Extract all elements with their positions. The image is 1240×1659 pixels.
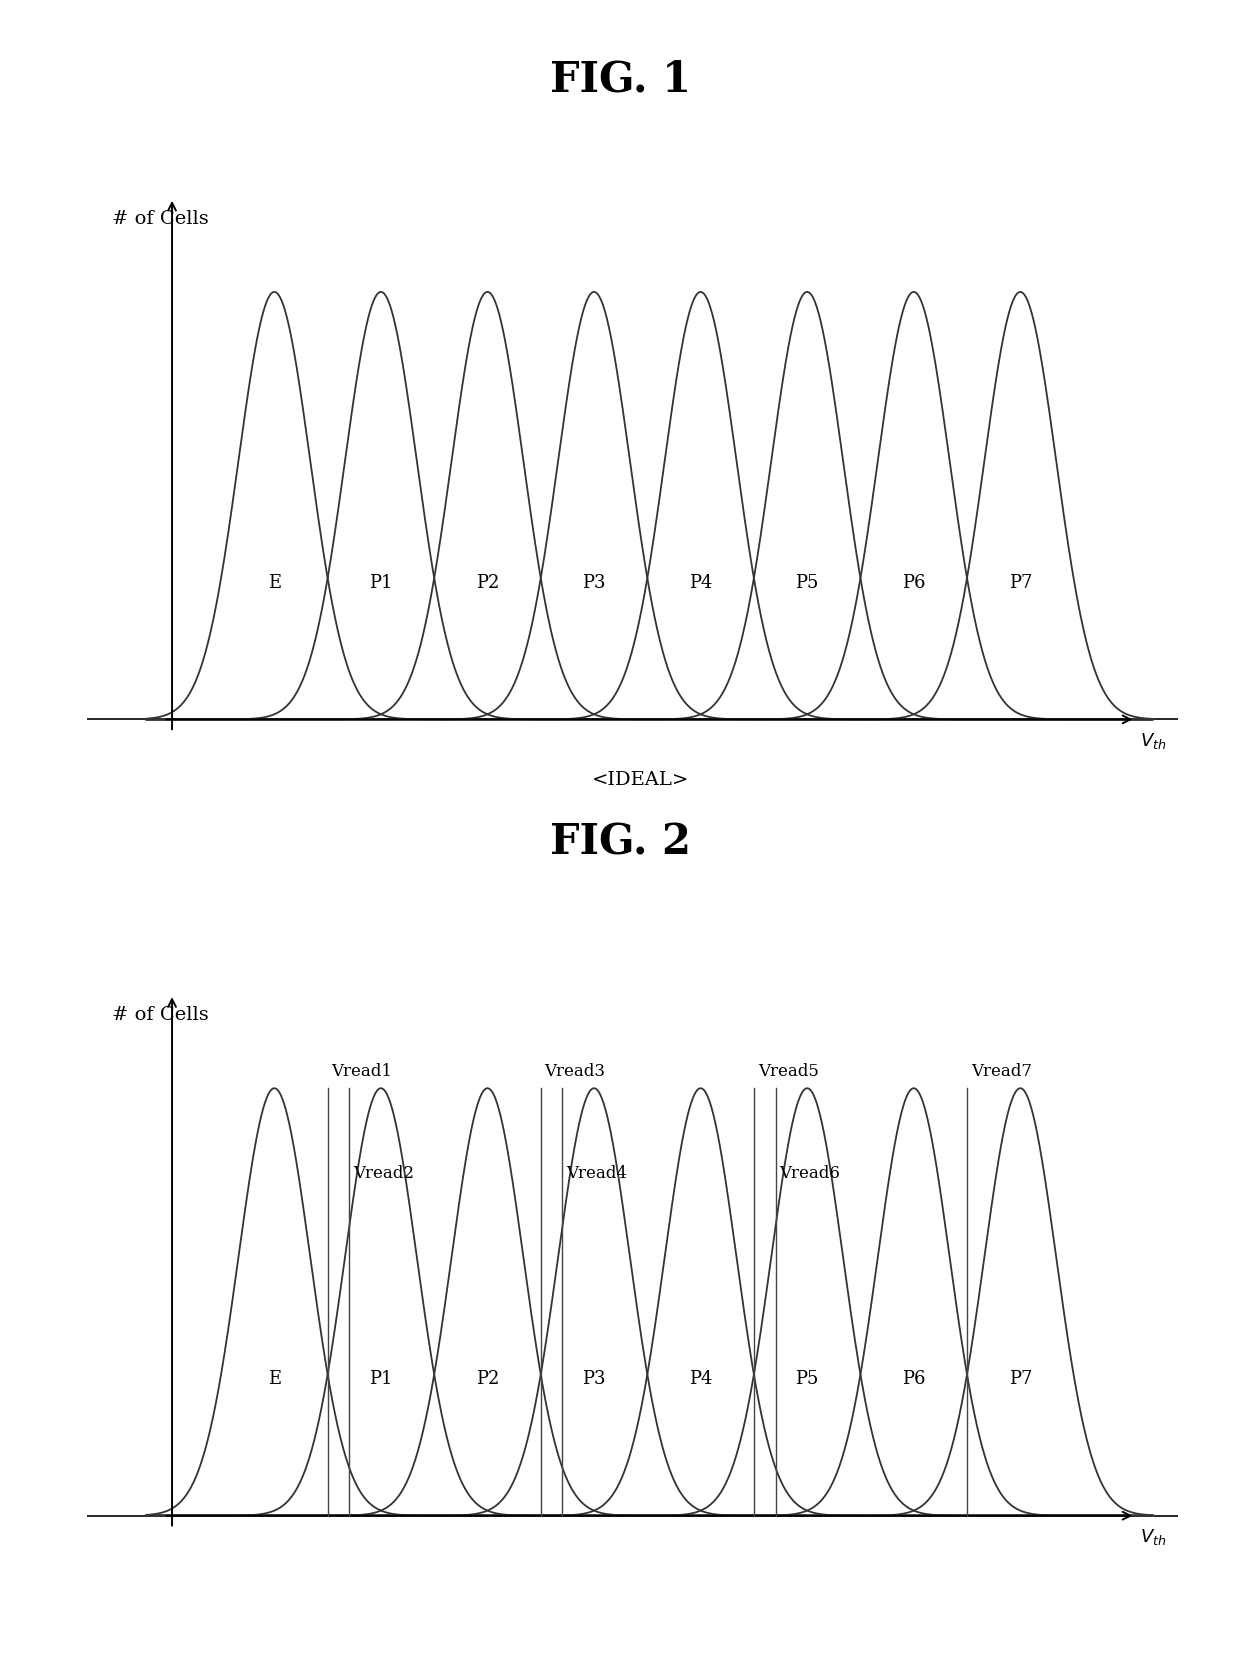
- Text: Vread1: Vread1: [331, 1063, 393, 1080]
- Text: Vread2: Vread2: [353, 1165, 414, 1183]
- Text: P6: P6: [901, 574, 925, 592]
- Text: P6: P6: [901, 1370, 925, 1389]
- Text: FIG. 1: FIG. 1: [549, 58, 691, 100]
- Text: # of Cells: # of Cells: [113, 1005, 210, 1024]
- Text: P7: P7: [1008, 574, 1032, 592]
- Text: Vread6: Vread6: [779, 1165, 839, 1183]
- Text: P2: P2: [476, 1370, 500, 1389]
- Text: P5: P5: [796, 1370, 818, 1389]
- Text: E: E: [268, 1370, 281, 1389]
- Text: P4: P4: [689, 1370, 712, 1389]
- Text: E: E: [268, 574, 281, 592]
- Text: P1: P1: [370, 574, 393, 592]
- Text: P3: P3: [583, 1370, 606, 1389]
- Text: # of Cells: # of Cells: [113, 209, 210, 227]
- Text: FIG. 2: FIG. 2: [549, 821, 691, 863]
- Text: Vread5: Vread5: [758, 1063, 818, 1080]
- Text: P3: P3: [583, 574, 606, 592]
- Text: Vread7: Vread7: [971, 1063, 1032, 1080]
- Text: $V_{th}$: $V_{th}$: [1140, 730, 1166, 752]
- Text: Vread3: Vread3: [544, 1063, 605, 1080]
- Text: P2: P2: [476, 574, 500, 592]
- Text: Vread4: Vread4: [565, 1165, 627, 1183]
- Text: $V_{th}$: $V_{th}$: [1140, 1526, 1166, 1548]
- Text: P7: P7: [1008, 1370, 1032, 1389]
- Text: P4: P4: [689, 574, 712, 592]
- Text: P1: P1: [370, 1370, 393, 1389]
- Text: <IDEAL>: <IDEAL>: [593, 771, 689, 788]
- Text: P5: P5: [796, 574, 818, 592]
